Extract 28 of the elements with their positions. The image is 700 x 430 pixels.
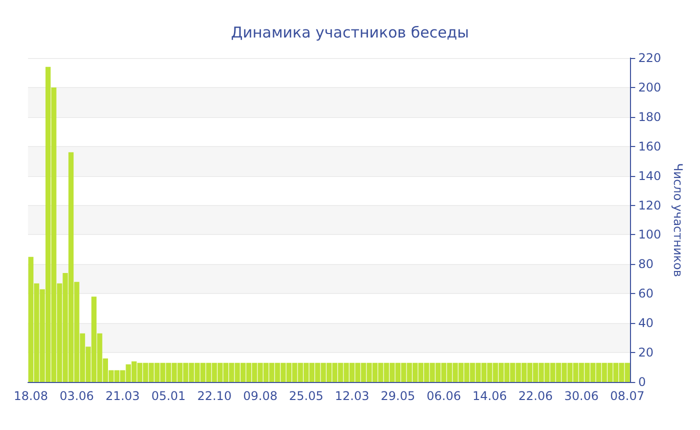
y-tick-label: 40 [638, 316, 654, 330]
y-tick-label: 140 [638, 168, 662, 183]
x-tick-label: 30.06 [564, 389, 599, 403]
y-tick-label: 120 [638, 198, 662, 212]
y-tick-label: 80 [638, 257, 654, 272]
y-axis-title: Число участников [671, 163, 685, 277]
x-tick-label: 03.06 [60, 389, 94, 403]
y-tick-label: 220 [638, 51, 662, 65]
x-tick-label: 05.01 [151, 389, 186, 403]
x-tick-label: 21.03 [105, 389, 140, 403]
x-tick-label: 22.10 [197, 389, 232, 403]
x-tick-label: 29.05 [380, 389, 416, 403]
y-tick-label: 180 [638, 110, 662, 124]
x-tick-label: 09.08 [243, 389, 278, 403]
y-tick-label: 160 [638, 139, 662, 154]
y-tick-label: 20 [638, 346, 654, 360]
x-tick-label: 22.06 [518, 389, 553, 403]
y-tick-label: 60 [638, 286, 654, 301]
y-tick-label: 0 [638, 375, 646, 389]
x-tick-label: 06.06 [426, 389, 461, 403]
x-tick-label: 25.05 [288, 389, 324, 403]
x-tick-label: 08.07 [610, 389, 645, 403]
x-tick-label: 18.08 [14, 389, 48, 403]
chart-title: Динамика участников беседы [230, 24, 470, 42]
y-tick-label: 200 [638, 80, 662, 94]
x-tick-label: 12.03 [334, 389, 370, 403]
y-tick-label: 100 [638, 228, 662, 242]
x-tick-label: 14.06 [472, 389, 507, 403]
